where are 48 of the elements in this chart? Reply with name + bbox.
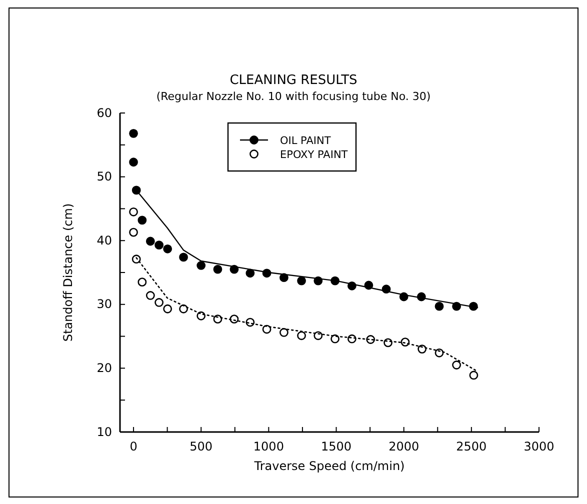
x-axis-title: Traverse Speed (cm/min) [253, 459, 405, 473]
point [146, 236, 155, 246]
x-tick-label: 1000 [253, 440, 284, 454]
y-axis-title: Standoff Distance (cm) [61, 203, 75, 342]
x-tick-label: 500 [190, 440, 213, 454]
point [452, 360, 461, 370]
point [262, 324, 272, 334]
point [330, 334, 340, 344]
point [132, 254, 141, 264]
chart-subtitle: (Regular Nozzle No. 10 with focusing tube No. 30) [156, 90, 431, 103]
point [129, 158, 138, 167]
point [434, 302, 444, 311]
y-tick-label: 10 [96, 424, 112, 439]
x-tick-label: 1500 [320, 440, 352, 454]
point [297, 276, 306, 286]
legend-label: EPOXY PAINT [280, 149, 348, 161]
point [469, 370, 478, 380]
point [138, 278, 147, 287]
chart-title: CLEANING RESULTS [230, 73, 358, 88]
point [280, 328, 288, 337]
point [213, 264, 222, 274]
x-tick-label: 0 [130, 440, 138, 454]
x-tick-label: 2000 [388, 440, 420, 454]
point [196, 261, 206, 270]
point [163, 244, 172, 254]
y-tick-label: 30 [96, 297, 112, 312]
point [154, 298, 164, 307]
point [129, 207, 138, 216]
point [179, 252, 188, 262]
point [163, 304, 172, 314]
point [230, 314, 239, 324]
point [297, 331, 306, 340]
x-tick-label: 2500 [456, 440, 487, 454]
point [179, 304, 188, 314]
x-tick-label: 3000 [524, 440, 554, 454]
y-tick-label: 40 [96, 233, 112, 248]
point [246, 268, 255, 278]
point [154, 240, 164, 250]
point [129, 228, 138, 237]
point [418, 344, 427, 354]
point [129, 128, 138, 138]
y-tick-label: 20 [96, 361, 112, 376]
legend-label: OIL PAINT [280, 135, 332, 147]
point [132, 186, 141, 195]
point [146, 291, 155, 300]
point [138, 216, 147, 225]
y-tick-label: 50 [96, 170, 112, 184]
y-tick-label: 60 [96, 106, 112, 120]
